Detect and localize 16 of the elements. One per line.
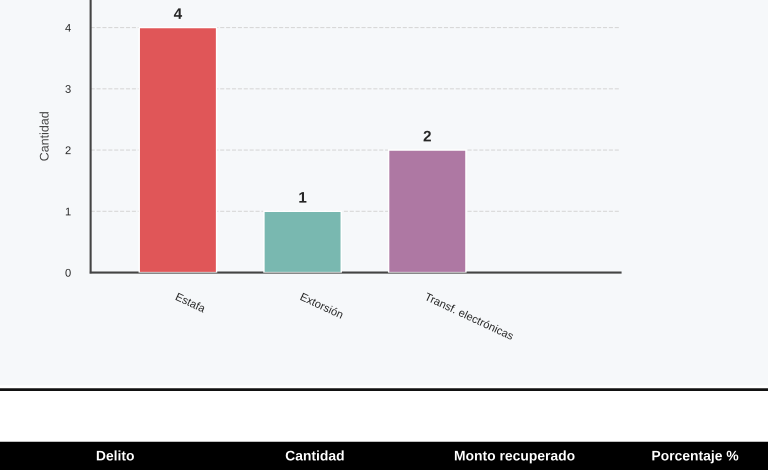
- text: Cantidad: [286, 450, 344, 461]
- y-tick-label: 4: [65, 24, 71, 32]
- y-tick-label: 1: [66, 208, 71, 216]
- y-axis-title: Cantidad: [39, 112, 49, 161]
- y-tick-label: 3: [65, 85, 71, 93]
- text: Delito: [96, 450, 134, 461]
- bar: [138, 26, 218, 273]
- data-label: 4: [174, 8, 182, 19]
- data-label: 1: [299, 192, 306, 203]
- data-label: 2: [424, 130, 431, 142]
- bar: [263, 210, 342, 273]
- text: Monto recuperado: [454, 450, 575, 464]
- y-tick-label: 0: [65, 268, 71, 277]
- text: Porcentaje %: [652, 450, 738, 464]
- y-tick-label: 2: [66, 146, 71, 154]
- bar: [388, 149, 467, 273]
